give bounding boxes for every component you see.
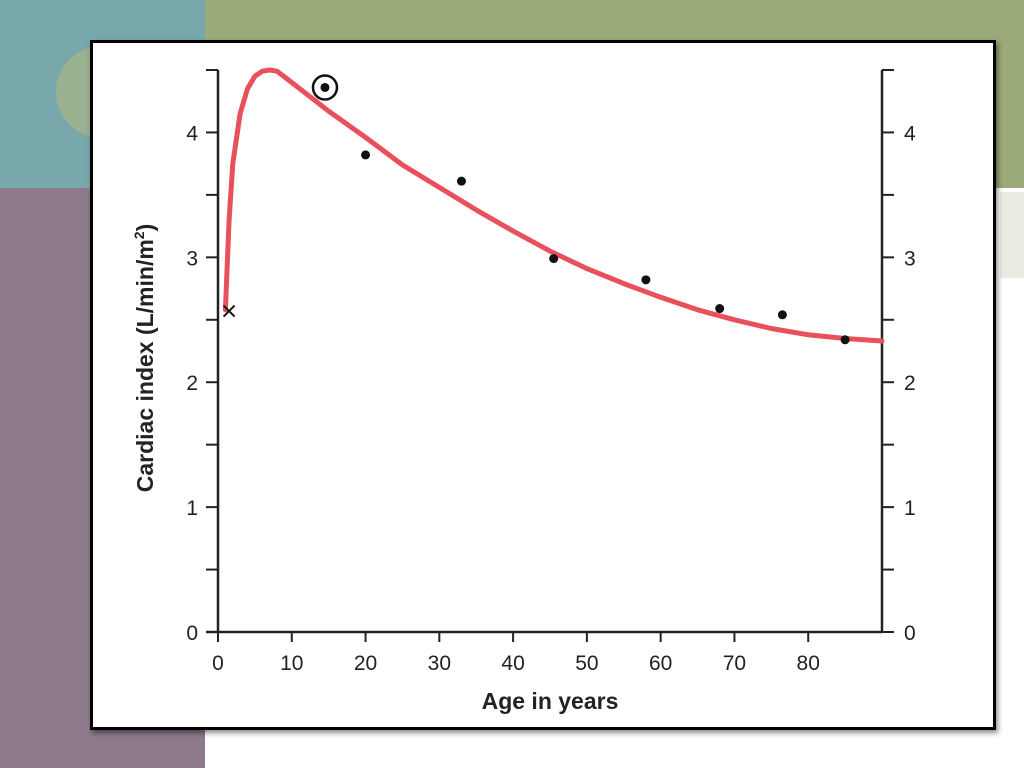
y-tick-label-right-2: 2 [904,372,916,395]
y-axis-title-text: Cardiac index (L/min/m [132,239,158,492]
y-tick-label-left-4: 4 [186,122,198,145]
data-points [222,74,850,345]
data-point-5 [715,304,725,314]
y-tick-label-left-2: 2 [186,372,198,395]
chart-axes [206,70,884,634]
y-tick-label-right-1: 1 [904,497,916,520]
cross-point-stroke-b [222,304,236,318]
chart-tick-labels: 0 10 20 30 40 50 60 70 800 01 12 23 34 4 [186,122,916,675]
x-tick-label-70: 70 [723,652,746,675]
y-axis-title-close: ) [132,224,158,232]
data-point-7 [840,335,850,345]
circled-point [320,82,330,92]
x-tick-label-20: 20 [354,652,377,675]
data-point-2 [456,176,466,186]
x-tick-label-80: 80 [797,652,820,675]
data-point-6 [777,310,787,320]
data-point-4 [641,275,651,285]
y-tick-label-left-1: 1 [186,497,198,520]
chart-ticks [206,69,894,642]
data-point-3 [549,254,559,264]
y-tick-label-right-3: 3 [904,247,916,270]
x-tick-label-60: 60 [649,652,672,675]
background-light-strip [1000,192,1024,278]
y-tick-label-left-0: 0 [186,622,198,645]
y-tick-label-right-4: 4 [904,122,916,145]
y-axis-title-superscript: 2 [131,231,147,239]
x-tick-label-30: 30 [428,652,451,675]
x-axis-title: Age in years [482,688,619,714]
slide-content-frame [90,40,996,730]
y-axis-title: Cardiac index (L/min/m2) [131,224,158,493]
x-tick-label-10: 10 [280,652,303,675]
y-tick-label-left-3: 3 [186,247,198,270]
x-tick-label-50: 50 [575,652,598,675]
circled-point-ring [311,74,339,101]
x-tick-label-40: 40 [501,652,524,675]
cardiac-index-curve [222,67,885,344]
y-tick-label-right-0: 0 [904,622,916,645]
data-point-1 [361,150,371,160]
x-tick-label-0: 0 [212,652,224,675]
